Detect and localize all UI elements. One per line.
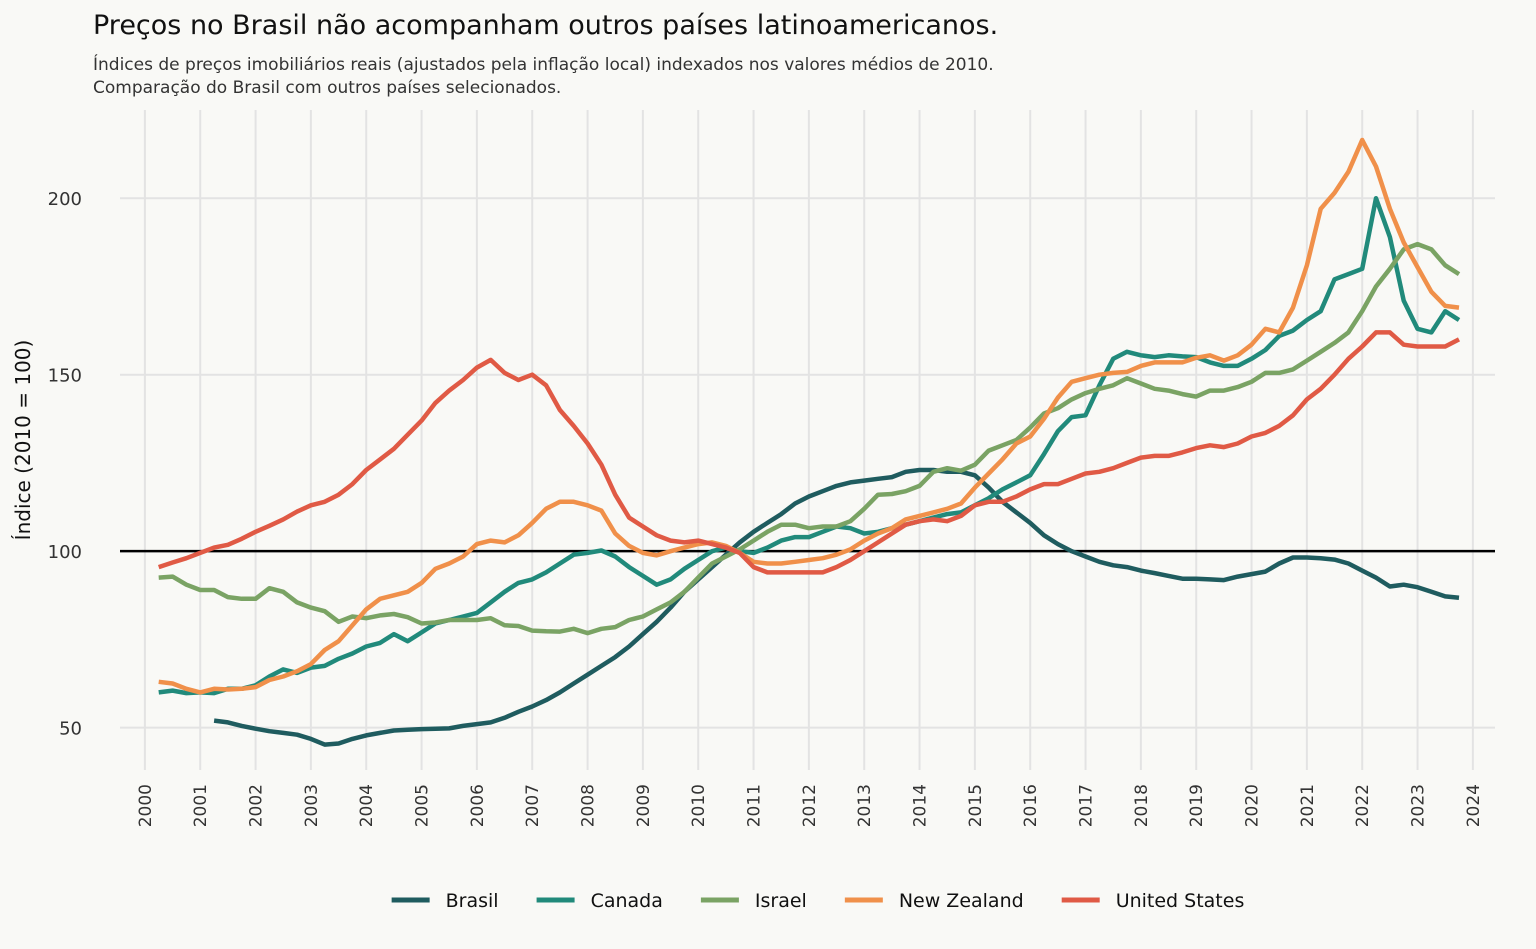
x-tick-label: 2007: [523, 784, 543, 827]
series-line: [158, 195, 1461, 696]
chart-title: Preços no Brasil não acompanham outros p…: [93, 10, 998, 41]
series-line: [157, 330, 1461, 575]
x-tick-label: 2000: [136, 784, 156, 827]
x-tick-label: 2008: [579, 784, 599, 827]
x-tick-label: 2024: [1464, 784, 1484, 827]
x-tick-label: 2022: [1353, 784, 1373, 827]
y-tick-label: 100: [48, 542, 82, 563]
x-tick-label: 2012: [800, 784, 820, 827]
x-tick-label: 2021: [1298, 784, 1318, 827]
x-tick-label: 2013: [855, 784, 875, 827]
x-tick-label: 2018: [1132, 784, 1152, 827]
x-tick-label: 2016: [1021, 784, 1041, 827]
x-tick-label: 2009: [634, 784, 654, 827]
legend-label: New Zealand: [899, 890, 1024, 912]
y-axis-title: Índice (2010 = 100): [11, 340, 35, 541]
x-tick-label: 2004: [357, 784, 377, 827]
x-tick-label: 2003: [302, 784, 322, 827]
chart-subtitle: Comparação do Brasil com outros países s…: [93, 78, 561, 98]
x-tick-label: 2019: [1187, 784, 1207, 827]
x-tick-label: 2023: [1409, 784, 1429, 827]
x-tick-label: 2005: [413, 784, 433, 827]
x-tick-label: 2010: [689, 784, 709, 827]
series-line: [158, 241, 1461, 636]
legend-label: Canada: [591, 890, 663, 912]
x-tick-label: 2017: [1077, 784, 1097, 827]
x-tick-label: 2014: [911, 784, 931, 827]
y-tick-label: 150: [48, 366, 82, 387]
chart-subtitle: Índices de preços imobiliários reais (aj…: [93, 53, 994, 75]
series-line: [158, 137, 1460, 695]
y-tick-label: 200: [48, 189, 82, 210]
legend-label: United States: [1116, 890, 1245, 912]
x-tick-label: 2001: [191, 784, 211, 827]
legend-label: Brasil: [446, 890, 499, 912]
x-tick-label: 2002: [247, 784, 267, 827]
x-tick-label: 2020: [1243, 784, 1263, 827]
x-tick-label: 2015: [966, 784, 986, 827]
x-tick-label: 2011: [745, 784, 765, 827]
y-tick-label: 50: [59, 719, 82, 740]
series-line: [213, 467, 1460, 747]
x-tick-label: 2006: [468, 784, 488, 827]
legend-label: Israel: [755, 890, 807, 912]
